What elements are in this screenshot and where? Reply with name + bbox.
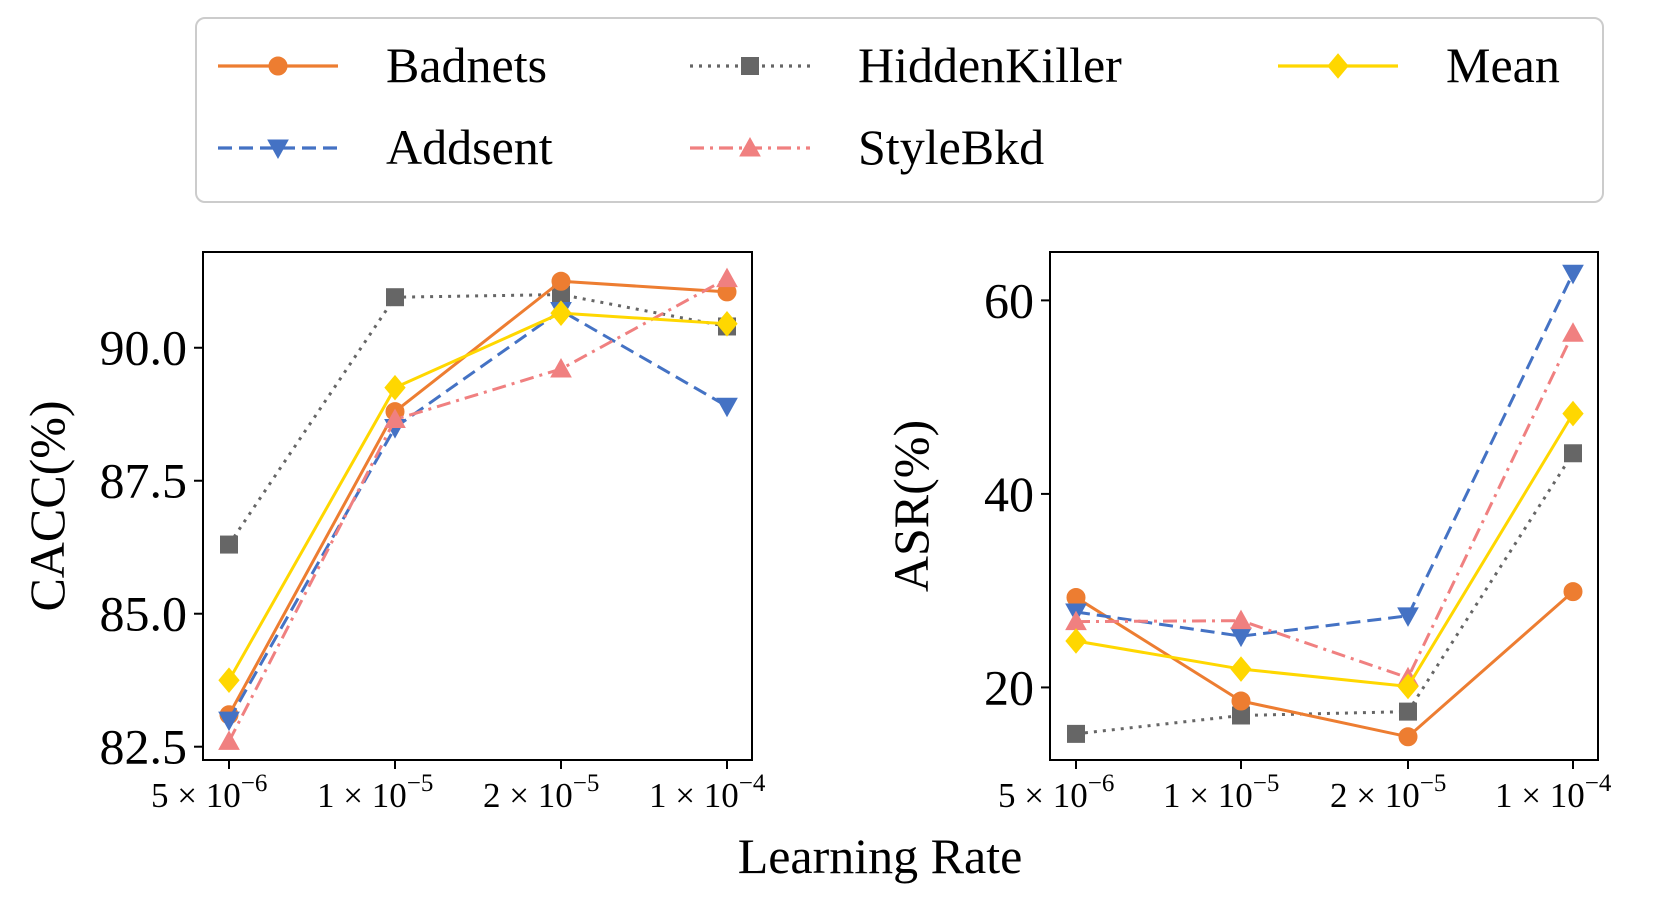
point-badnets	[1398, 727, 1418, 747]
y-tick-label: 90.0	[100, 320, 188, 376]
point-stylebkd	[1230, 609, 1252, 630]
point-mean	[1562, 400, 1584, 427]
legend-entry-badnets: Badnets	[218, 37, 547, 93]
series-line-hiddenkiller	[1075, 452, 1575, 736]
series-hiddenkiller	[1067, 444, 1582, 743]
point-hiddenkiller	[386, 288, 404, 307]
x-tick-label: 5 × 10−6	[151, 770, 267, 815]
point-hiddenkiller	[1067, 724, 1085, 743]
legend: Badnets HiddenKiller Mean Addsent StyleBkd	[195, 17, 1604, 203]
series-badnets	[1066, 582, 1583, 747]
point-addsent	[218, 711, 240, 732]
series-line-addsent	[227, 309, 728, 721]
point-mean	[384, 374, 406, 401]
point-addsent	[1562, 264, 1584, 285]
point-mean	[218, 667, 240, 693]
legend-label-mean: Mean	[1446, 37, 1560, 93]
series-line-hiddenkiller	[227, 293, 728, 546]
point-badnets	[551, 271, 571, 291]
y-tick-label: 40	[984, 466, 1034, 522]
legend-marker-hiddenkiller	[741, 57, 759, 75]
figure-xlabel: Learning Rate	[738, 828, 1023, 884]
series-hiddenkiller	[220, 285, 736, 554]
legend-marker-addsent	[267, 139, 289, 160]
x-tick-label: 1 × 10−4	[649, 770, 766, 815]
plot-frame	[202, 251, 753, 761]
x-tick-label: 5 × 10−6	[998, 770, 1114, 815]
y-tick-label: 60	[984, 272, 1034, 328]
series-mean	[218, 300, 738, 693]
point-addsent	[1230, 627, 1252, 648]
point-badnets	[1231, 691, 1251, 711]
y-axis-label: CACC(%)	[19, 400, 75, 611]
y-axis-label: ASR(%)	[883, 420, 939, 592]
legend-label-addsent: Addsent	[386, 119, 553, 175]
legend-entry-mean: Mean	[1278, 37, 1560, 93]
point-badnets	[1563, 582, 1583, 602]
x-tick-label: 2 × 10−5	[483, 770, 599, 815]
point-hiddenkiller	[1564, 444, 1582, 463]
point-hiddenkiller	[1399, 702, 1417, 721]
legend-label-hiddenkiller: HiddenKiller	[858, 37, 1122, 93]
cacc-chart: 82.5 85.0 87.5 90.0 5 × 10−6 1 × 10−5 2 × 10−5…	[19, 251, 766, 815]
point-hiddenkiller	[220, 535, 238, 554]
point-addsent	[716, 397, 738, 418]
series-stylebkd	[218, 267, 738, 750]
series-line-stylebkd	[227, 277, 728, 743]
y-tick-label: 87.5	[100, 453, 188, 509]
x-tick-label: 2 × 10−5	[1330, 770, 1446, 815]
legend-entry-hiddenkiller: HiddenKiller	[690, 37, 1122, 93]
x-tick-label: 1 × 10−5	[317, 770, 433, 815]
y-tick-label: 82.5	[100, 719, 188, 775]
point-stylebkd	[218, 730, 240, 750]
series-line-addsent	[1075, 272, 1575, 638]
series-badnets	[219, 271, 737, 725]
legend-marker-mean	[1327, 53, 1349, 79]
plot-frame	[1049, 251, 1599, 761]
series-line-badnets	[227, 279, 728, 716]
point-mean	[1230, 656, 1252, 682]
point-stylebkd	[384, 408, 406, 429]
legend-entry-addsent: Addsent	[218, 119, 553, 175]
legend-entry-stylebkd: StyleBkd	[690, 119, 1044, 175]
x-tick-label: 1 × 10−4	[1495, 770, 1612, 815]
series-addsent	[1065, 264, 1584, 648]
point-mean	[716, 311, 738, 337]
series-line-mean	[1075, 412, 1575, 688]
legend-marker-badnets	[268, 56, 288, 76]
point-stylebkd	[716, 267, 738, 288]
series-line-stylebkd	[1075, 332, 1575, 680]
point-addsent	[1397, 607, 1419, 627]
y-tick-label: 85.0	[100, 586, 188, 642]
y-tick-label: 20	[984, 659, 1034, 715]
legend-label-stylebkd: StyleBkd	[858, 119, 1044, 175]
x-tick-label: 1 × 10−5	[1163, 770, 1279, 815]
point-stylebkd	[1562, 322, 1584, 342]
point-mean	[1397, 673, 1419, 700]
point-stylebkd	[550, 357, 572, 378]
series-stylebkd	[1065, 322, 1584, 687]
point-mean	[1065, 628, 1087, 654]
series-line-mean	[227, 311, 728, 681]
point-mean	[550, 300, 572, 326]
asr-chart: 20 40 60 5 × 10−6 1 × 10−5 2 × 10−5 1 × 10−4 AS…	[883, 251, 1612, 815]
legend-marker-stylebkd	[739, 136, 761, 157]
series-mean	[1065, 400, 1584, 700]
series-addsent	[218, 302, 738, 732]
legend-frame	[195, 17, 1604, 203]
legend-label-badnets: Badnets	[386, 37, 547, 93]
series-line-badnets	[1075, 590, 1574, 739]
